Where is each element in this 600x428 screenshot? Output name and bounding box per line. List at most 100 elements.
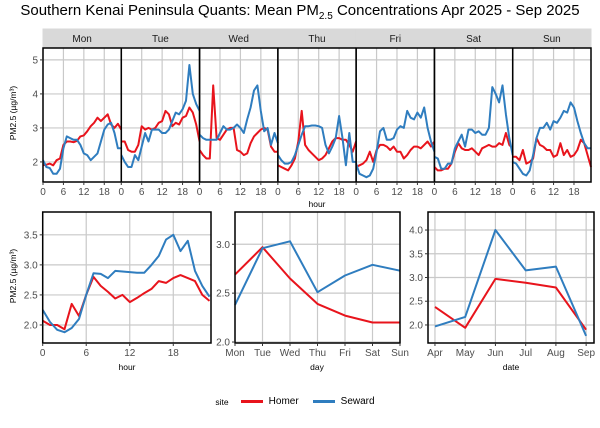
title-prefix: Southern Kenai Peninsula Quants: Mean PM <box>20 2 319 19</box>
x-tick-label: 6 <box>374 187 380 198</box>
y-tick-label: 2.0 <box>24 320 38 331</box>
x-tick-label: Sat <box>365 348 380 359</box>
x-tick-label: 6 <box>217 187 223 198</box>
facet-strip-label: Tue <box>152 34 169 45</box>
x-tick-label: Sun <box>391 348 409 359</box>
x-tick-label: 6 <box>83 348 89 359</box>
x-axis-title: date <box>503 362 520 372</box>
series-line-homer-sun <box>512 137 592 168</box>
panel-border <box>41 211 212 344</box>
x-tick-label: 0 <box>119 187 125 198</box>
x-tick-label: Aug <box>547 348 565 359</box>
x-tick-label: 18 <box>412 187 424 198</box>
x-tick-label: 6 <box>452 187 458 198</box>
x-tick-label: 12 <box>548 187 560 198</box>
series-line-seward-sun <box>512 101 591 177</box>
legend-swatch-seward <box>312 400 335 403</box>
title-suffix: Concentrations Apr 2025 - Sep 2025 <box>332 2 580 19</box>
x-tick-label: 6 <box>61 187 67 198</box>
series-line-seward-fri <box>355 106 436 179</box>
series-line-seward-mon <box>42 121 122 175</box>
x-tick-label: Mon <box>225 348 244 359</box>
y-tick-label: 2.0 <box>216 338 230 349</box>
series-line-seward-sat <box>433 84 514 170</box>
y-tick-label: 2.5 <box>216 289 230 300</box>
x-tick-label: 18 <box>568 187 580 198</box>
x-tick-label: 0 <box>353 187 359 198</box>
series-line-seward-thu <box>277 115 357 167</box>
x-tick-label: 12 <box>157 187 169 198</box>
y-tick-label: 3 <box>32 123 38 134</box>
facet-strip-label: Thu <box>308 34 325 45</box>
facet-strip-label: Mon <box>72 34 91 45</box>
y-tick-label: 4.0 <box>409 226 423 237</box>
x-tick-label: Jun <box>487 348 503 359</box>
series-line-seward-wed <box>198 84 279 146</box>
series-line-seward-hourly <box>41 233 211 334</box>
x-tick-label: 0 <box>197 187 203 198</box>
legend-item-homer: Homer <box>237 396 299 407</box>
x-tick-label: Sep <box>577 348 595 359</box>
series-line-seward-tue <box>120 64 201 168</box>
x-axis-title: hour <box>308 199 325 209</box>
y-tick-label: 5 <box>32 55 38 66</box>
x-tick-label: 12 <box>235 187 247 198</box>
panel-border <box>511 47 592 183</box>
series-line-homer-sat <box>433 132 514 172</box>
x-tick-label: 0 <box>510 187 516 198</box>
legend-label-seward: Seward <box>340 396 375 407</box>
x-tick-label: 6 <box>139 187 145 198</box>
x-tick-label: 18 <box>490 187 502 198</box>
y-tick-label: 3.5 <box>409 249 423 260</box>
legend-item-seward: Seward <box>309 396 375 407</box>
series-line-homer-fri <box>355 140 436 168</box>
x-tick-label: Thu <box>309 348 326 359</box>
chart-title: Southern Kenai Peninsula Quants: Mean PM… <box>0 2 600 22</box>
x-tick-label: Wed <box>280 348 300 359</box>
x-axis-title: day <box>310 362 324 372</box>
y-tick-label: 3.0 <box>409 273 423 284</box>
y-tick-label: 2.5 <box>24 290 38 301</box>
y-tick-label: 4 <box>32 89 38 100</box>
legend-swatch-homer <box>240 400 263 403</box>
facet-strip-label: Sat <box>466 34 481 45</box>
facet-strip-label: Wed <box>229 34 249 45</box>
facet-strip-label: Sun <box>543 34 561 45</box>
legend: site Homer Seward <box>0 396 600 407</box>
y-tick-label: 2.0 <box>409 320 423 331</box>
top-y-axis-title: PM2.5 (µg/m³) <box>8 85 18 141</box>
x-tick-label: 12 <box>391 187 403 198</box>
x-tick-label: Jul <box>519 348 532 359</box>
series-line-homer-tue <box>121 106 201 153</box>
x-tick-label: 0 <box>40 348 46 359</box>
series-line-homer-mon <box>42 113 123 167</box>
y-tick-label: 3.5 <box>24 230 38 241</box>
title-subscript: 2.5 <box>318 11 333 22</box>
series-line-seward-daily <box>234 240 401 306</box>
x-tick-label: Fri <box>339 348 351 359</box>
x-tick-label: 12 <box>124 348 136 359</box>
legend-label-homer: Homer <box>268 396 299 407</box>
y-tick-label: 3.0 <box>24 260 38 271</box>
x-tick-label: 18 <box>334 187 346 198</box>
x-tick-label: May <box>456 348 475 359</box>
x-tick-label: 12 <box>78 187 90 198</box>
x-tick-label: 12 <box>470 187 482 198</box>
series-line-homer-monthly <box>434 277 587 331</box>
bottom-y-axis-title: PM2.5 (µg/m³) <box>8 248 18 304</box>
x-tick-label: 12 <box>313 187 325 198</box>
x-tick-label: 18 <box>99 187 111 198</box>
series-line-homer-hourly <box>42 274 211 331</box>
x-axis-title: hour <box>118 362 135 372</box>
series-line-seward-monthly <box>434 229 588 337</box>
facet-strip-label: Fri <box>389 34 401 45</box>
series-line-homer-wed <box>198 84 278 160</box>
x-tick-label: 0 <box>275 187 281 198</box>
y-tick-label: 2 <box>32 157 38 168</box>
x-tick-label: 0 <box>432 187 438 198</box>
x-tick-label: 18 <box>255 187 267 198</box>
x-tick-label: 18 <box>168 348 180 359</box>
x-tick-label: Tue <box>254 348 271 359</box>
x-tick-label: 18 <box>177 187 189 198</box>
